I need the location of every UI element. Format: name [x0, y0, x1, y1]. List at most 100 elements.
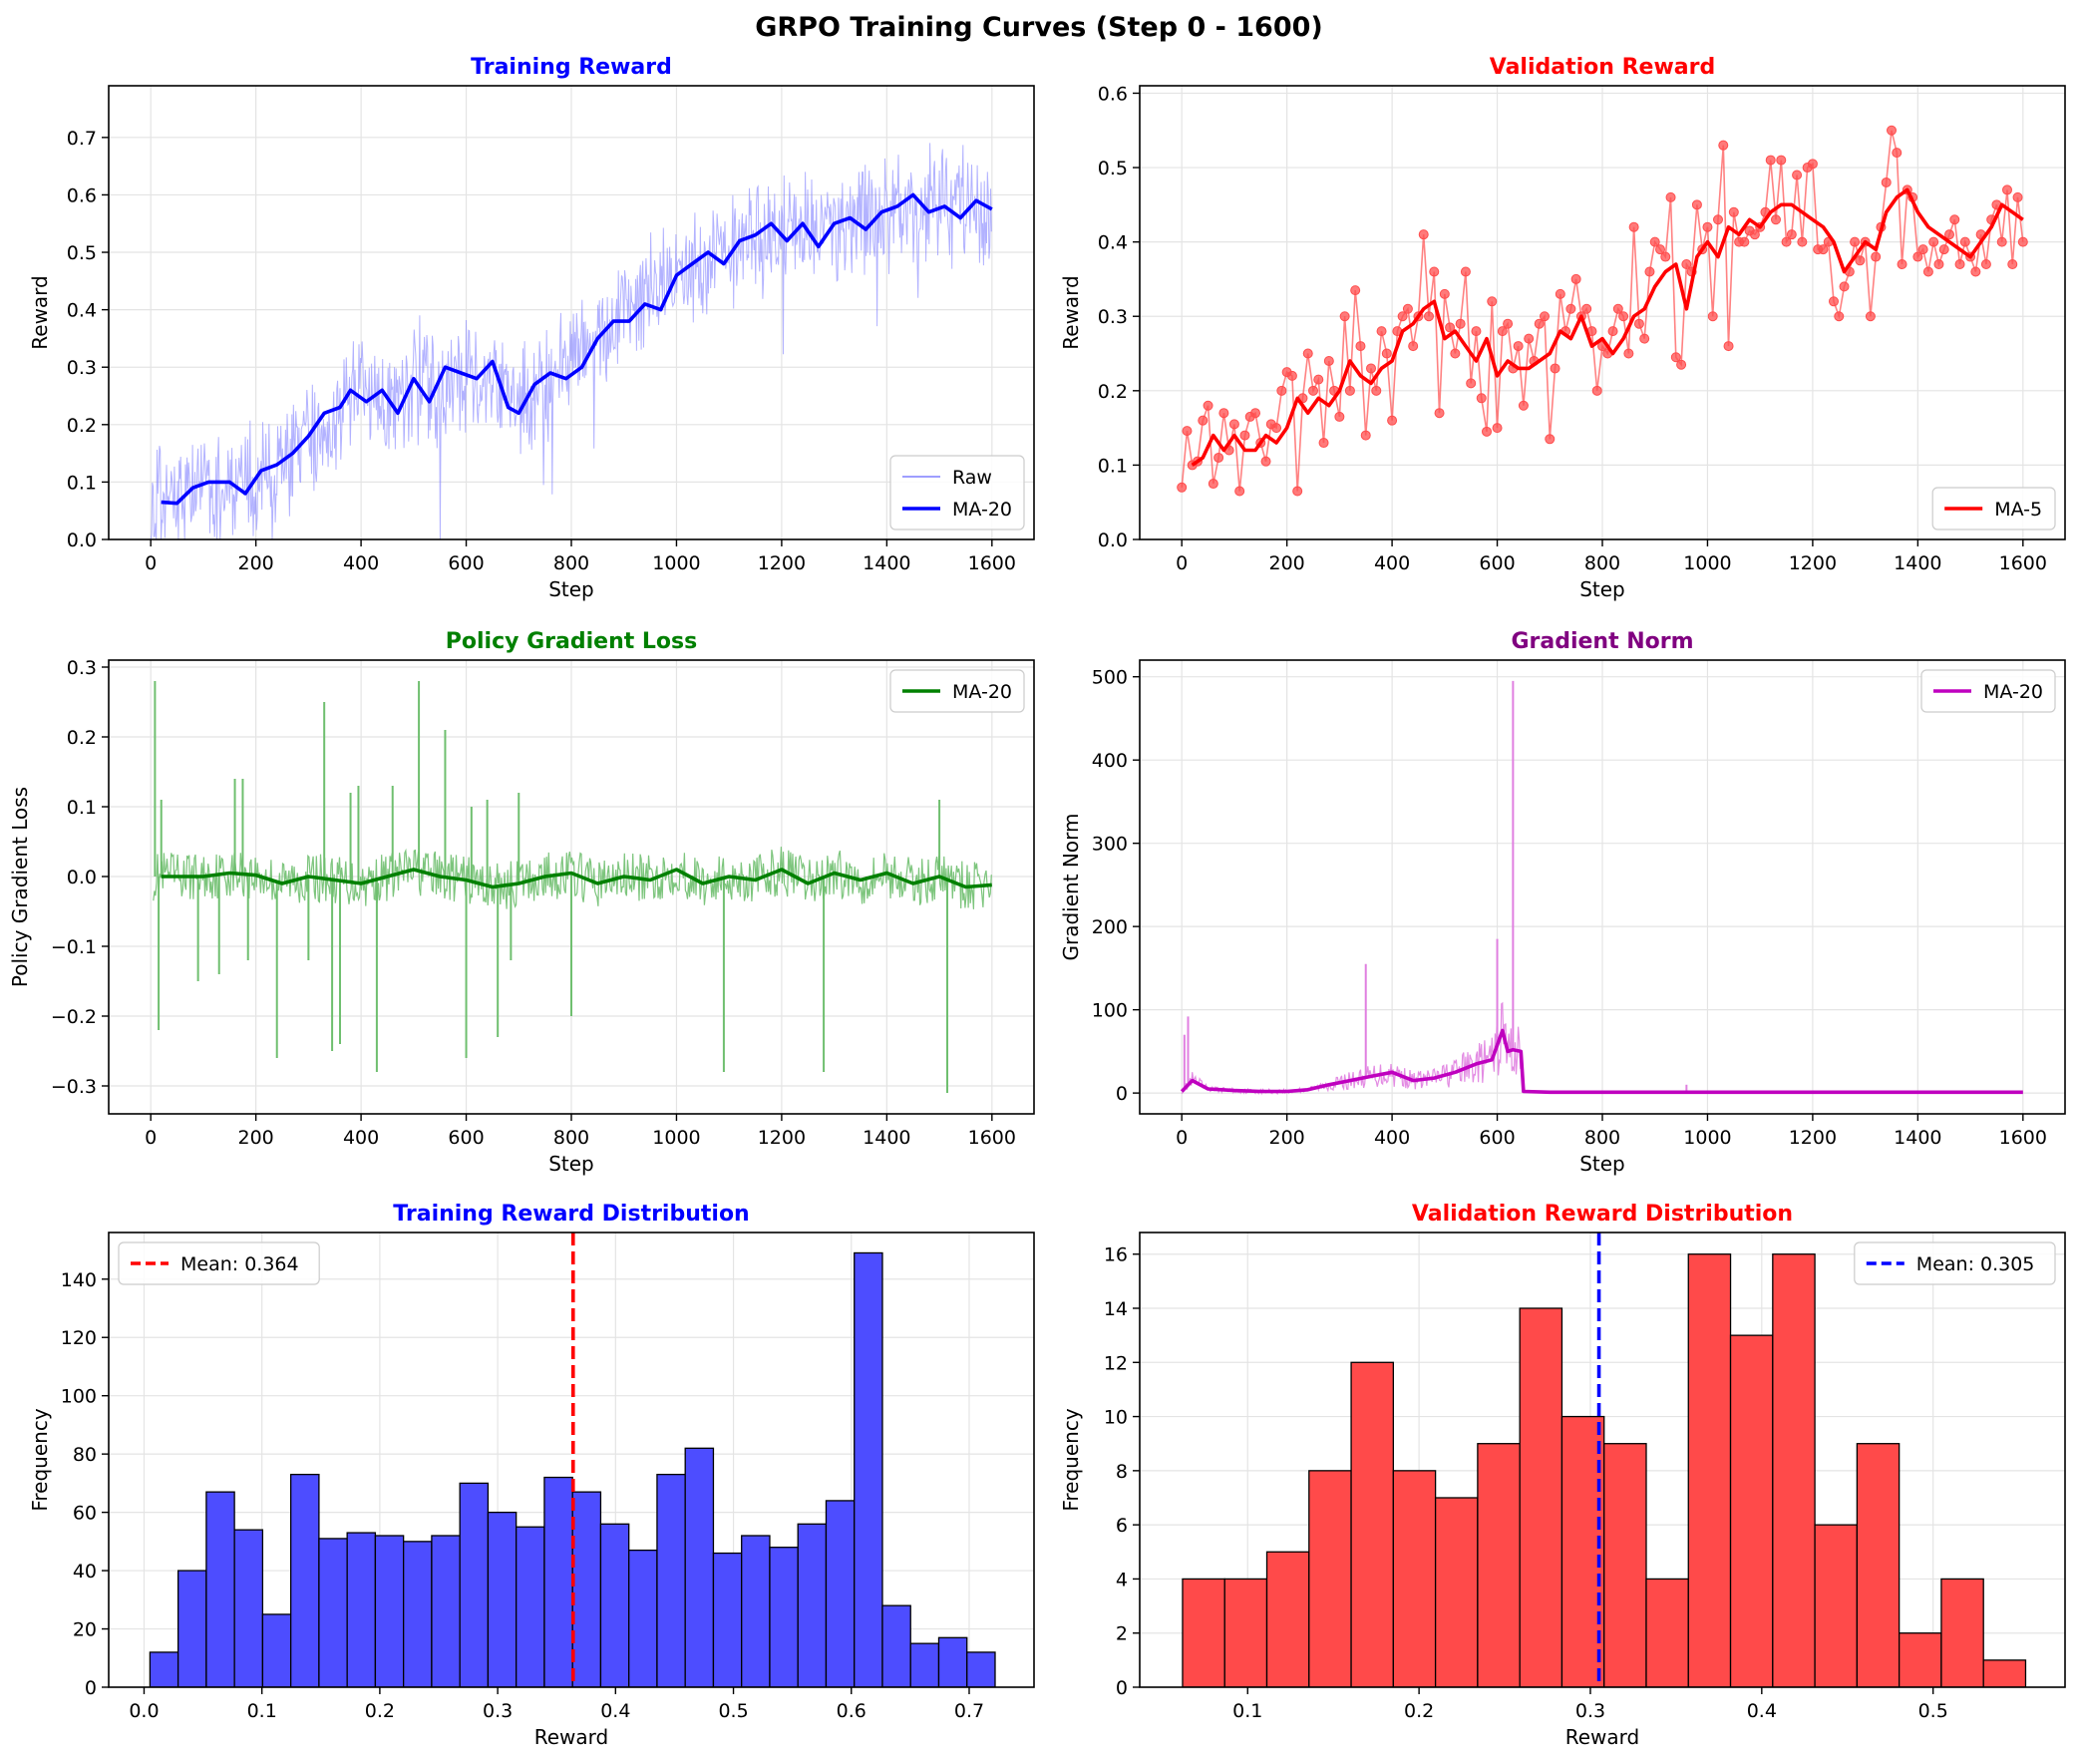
x-tick-label: 1600 [1999, 552, 2047, 574]
x-tick-label: 800 [1584, 552, 1620, 574]
x-tick-label: 1400 [863, 1127, 910, 1149]
x-tick-label: 0.6 [837, 1700, 866, 1722]
x-axis-label: Reward [1565, 1725, 1639, 1749]
plot-area [1182, 1233, 2027, 1687]
y-tick-label: −0.3 [51, 1076, 97, 1098]
validation-point [1308, 385, 1318, 396]
validation-point [1460, 266, 1471, 277]
raw-series-line [150, 143, 992, 539]
validation-point [1203, 400, 1213, 411]
validation-point [1450, 348, 1461, 359]
validation-point [1628, 221, 1639, 232]
validation-point [1892, 148, 1903, 159]
x-tick-label: 0.5 [1918, 1700, 1948, 1722]
y-tick-label: 20 [73, 1619, 97, 1641]
moving-average-line [1180, 1028, 2023, 1095]
validation-point [1980, 259, 1991, 270]
validation-point [1408, 341, 1419, 352]
histogram-bar [854, 1251, 883, 1687]
validation-point [1970, 266, 1981, 277]
y-tick-label: 0.5 [1098, 158, 1128, 179]
validation-point [1545, 434, 1556, 445]
histogram-bar [289, 1473, 320, 1687]
y-tick-label: 10 [1104, 1407, 1128, 1429]
y-tick-label: 140 [61, 1269, 97, 1291]
y-tick-label: 400 [1092, 750, 1128, 772]
y-tick-label: 8 [1116, 1461, 1128, 1483]
x-tick-label: 1600 [968, 552, 1016, 574]
moving-average-line [1191, 187, 2024, 467]
legend-box [1854, 1241, 2056, 1285]
validation-point [1933, 259, 1944, 270]
validation-point [1518, 400, 1529, 411]
plot-area [150, 143, 993, 539]
y-tick-label: 0.2 [67, 727, 97, 749]
validation-point [1218, 408, 1229, 419]
validation-point [1944, 229, 1954, 240]
histogram-bar [741, 1535, 771, 1687]
validation-point [1397, 311, 1408, 322]
y-tick-label: 12 [1104, 1352, 1128, 1374]
legend-box [889, 455, 1025, 530]
validation-point [1591, 385, 1602, 396]
validation-point [1612, 303, 1623, 314]
x-tick-label: 0.0 [129, 1700, 159, 1722]
y-tick-label: 500 [1092, 667, 1128, 689]
x-tick-label: 0 [1176, 1127, 1188, 1149]
validation-point [1922, 266, 1933, 277]
histogram-bar [966, 1651, 996, 1687]
y-axis-label: Frequency [1059, 1408, 1083, 1511]
validation-point [1607, 326, 1618, 337]
histogram-bar [233, 1529, 264, 1687]
validation-point [1655, 244, 1665, 255]
x-tick-label: 200 [238, 552, 274, 574]
y-tick-label: 4 [1116, 1569, 1128, 1590]
validation-point [2012, 191, 2023, 202]
plot-area [149, 1233, 996, 1687]
validation-point [1871, 251, 1882, 262]
validation-point [1381, 348, 1392, 359]
histogram-bar [149, 1651, 179, 1687]
validation-point [1371, 385, 1382, 396]
validation-point [1660, 251, 1671, 262]
x-axis-label: Reward [534, 1725, 608, 1749]
histogram-bar [769, 1547, 799, 1687]
validation-point [1429, 266, 1440, 277]
y-axis-label: Frequency [28, 1408, 52, 1511]
histogram-bar [205, 1491, 235, 1687]
x-axis-label: Step [1579, 577, 1625, 601]
histogram-bar [346, 1532, 377, 1687]
validation-point [1839, 281, 1850, 292]
x-tick-label: 0 [1176, 552, 1188, 574]
validation-point [1639, 333, 1650, 344]
histogram-bar [712, 1552, 743, 1687]
y-tick-label: 0.5 [67, 242, 97, 264]
x-tick-label: 0 [145, 552, 157, 574]
x-tick-label: 800 [553, 552, 589, 574]
validation-point [2007, 259, 2018, 270]
x-tick-label: 1400 [1894, 552, 1941, 574]
validation-point [2017, 236, 2028, 247]
validation-point [1818, 244, 1829, 255]
histogram-bar [1603, 1443, 1647, 1687]
validation-point [1707, 311, 1718, 322]
validation-point [1565, 303, 1576, 314]
validation-point [1681, 259, 1692, 270]
histogram-bar [1940, 1578, 1984, 1687]
chart-title: Training Reward Distribution [393, 1202, 749, 1227]
validation-point [1644, 266, 1655, 277]
validation-point [1434, 408, 1445, 419]
histogram-bar [656, 1473, 686, 1687]
y-tick-label: −0.2 [51, 1006, 97, 1028]
x-tick-label: 1000 [1683, 552, 1731, 574]
validation-point [1881, 176, 1892, 187]
validation-point [1360, 430, 1371, 441]
validation-point [1676, 359, 1687, 370]
histogram-bar [881, 1604, 911, 1687]
x-tick-label: 1200 [1789, 1127, 1837, 1149]
y-tick-label: 60 [73, 1503, 97, 1525]
x-tick-label: 0.4 [600, 1700, 630, 1722]
y-tick-label: 16 [1104, 1244, 1128, 1266]
histogram-bar [403, 1541, 433, 1687]
